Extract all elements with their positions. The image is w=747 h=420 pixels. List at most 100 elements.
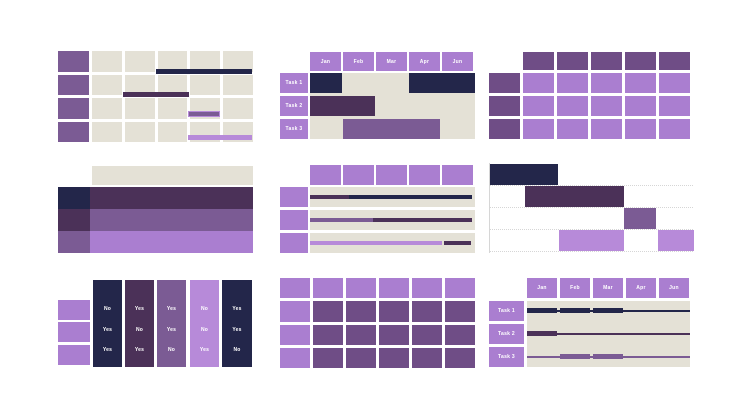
month-header-cell: Feb (560, 278, 590, 298)
matrix-value: Yes (134, 306, 145, 312)
matrix-value: No (167, 347, 176, 353)
table-cell (625, 73, 656, 93)
matrix-value: No (200, 306, 209, 312)
progress-segment (444, 241, 471, 245)
timeline-line (557, 333, 690, 335)
grid-cell (223, 74, 253, 95)
header-cell (412, 278, 442, 299)
header-cell (379, 278, 409, 299)
grid-cell (92, 74, 122, 95)
grid-cell (92, 98, 122, 119)
header-cell (659, 52, 690, 70)
matrix-column: Yes No Yes (125, 280, 154, 367)
task-label-cell: Task 1 (489, 301, 524, 321)
matrix-value: Yes (166, 306, 177, 312)
table-cell (523, 73, 554, 93)
table-cell (659, 96, 690, 116)
thumb-gantt-monthly[interactable]: Jan Feb Mar Apr Jun Task 1 Task 2 Task 3 (280, 52, 475, 139)
month-header-cell: Mar (376, 52, 407, 71)
grid-cell (124, 51, 155, 72)
progress-segment (349, 195, 472, 199)
timeline-segment (527, 308, 557, 313)
thumb-progress-bars[interactable] (280, 165, 475, 253)
band-bar (90, 187, 253, 209)
thumb-waterfall-gantt[interactable] (489, 163, 694, 253)
header-cell (442, 165, 473, 185)
header-cell (445, 278, 475, 299)
thumb-blank-table[interactable] (489, 52, 690, 139)
timeline-segment (560, 308, 590, 313)
matrix-value: Yes (102, 347, 113, 353)
timeline-segment (560, 354, 590, 359)
header-cell (280, 278, 310, 299)
grid-cell (412, 347, 442, 368)
gantt-bar (559, 230, 624, 251)
purple-table (489, 52, 690, 139)
grid-cell (92, 51, 122, 72)
dotted-gridline (490, 251, 693, 252)
row-label-cell (58, 322, 90, 342)
grid-cell (379, 347, 409, 368)
grid-cell (346, 324, 376, 345)
month-header-cell: Feb (343, 52, 374, 71)
band-bar (90, 231, 253, 253)
gantt-bar (409, 73, 475, 93)
gantt-bar (310, 96, 375, 116)
thumb-timeline-gantt[interactable]: Jan Feb Mar Apr Jun Task 1 Task 2 Task 3 (489, 278, 690, 367)
month-header-cell: Jan (527, 278, 557, 298)
dotted-gridline (490, 185, 693, 186)
month-header-cell: Mar (593, 278, 623, 298)
matrix-value: Yes (102, 327, 113, 333)
gantt-bar (658, 230, 694, 251)
header-cell (409, 165, 440, 185)
header-cell (313, 278, 343, 299)
table-cell (659, 73, 690, 93)
row-label-cell (58, 51, 89, 72)
progress-segment (310, 241, 442, 245)
header-cell (376, 165, 407, 185)
matrix-value: No (233, 347, 241, 353)
grid-cell (157, 51, 188, 72)
grid-cell (190, 74, 221, 95)
grid-cell (124, 74, 155, 95)
task-label-cell: Task 2 (489, 324, 524, 344)
matrix-value: No (103, 306, 112, 312)
thumb-stacked-bands[interactable] (58, 166, 253, 253)
progress-segment (310, 195, 349, 199)
header-cell (343, 165, 374, 185)
band-bar (90, 209, 253, 231)
timeline-segment (593, 308, 623, 313)
grid-cell (313, 324, 343, 345)
table-cell (659, 119, 690, 139)
month-header-cell: Jun (659, 278, 689, 298)
thumb-gantt-grid[interactable] (58, 51, 253, 142)
gantt-bar (624, 208, 656, 229)
task-label-cell: Task 2 (280, 96, 308, 116)
grid-cell (445, 301, 475, 322)
gantt-bar (123, 92, 189, 97)
row-label-cell (280, 324, 310, 345)
thumb-solid-grid[interactable] (280, 278, 475, 368)
row-label-cell (58, 300, 90, 320)
gantt-bar (490, 164, 558, 185)
dotted-gridline (490, 229, 693, 230)
grid-cell (223, 98, 253, 119)
thumb-yes-no-matrix[interactable]: No Yes Yes Yes No Yes Yes Yes No No No Y… (58, 280, 253, 367)
grid-cell (379, 324, 409, 345)
grid-cell (313, 301, 343, 322)
matrix-column: Yes Yes No (222, 280, 252, 367)
timeline-segment (527, 331, 557, 336)
row-label-cell (58, 187, 90, 209)
table-cell (591, 119, 622, 139)
row-label-cell (489, 73, 520, 93)
header-cell (625, 52, 656, 70)
grid-cell (445, 324, 475, 345)
table-cell (591, 73, 622, 93)
grid-cell (190, 51, 221, 72)
month-header-cell: Apr (409, 52, 440, 71)
row-label-cell (58, 98, 89, 119)
grid-cell (92, 121, 122, 142)
matrix-value: Yes (199, 347, 210, 353)
matrix-value: Yes (134, 347, 145, 353)
